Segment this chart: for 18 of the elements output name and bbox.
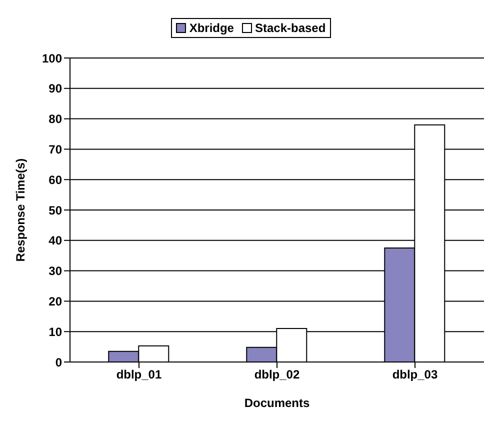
x-axis-title: Documents (244, 396, 310, 410)
x-tick-label: dblp_03 (392, 368, 438, 382)
y-tick-label: 40 (48, 234, 62, 248)
y-tick-label: 50 (48, 203, 62, 218)
legend-label: Xbridge (188, 21, 234, 35)
y-tick-label: 100 (42, 51, 62, 66)
x-tick-label: dblp_02 (254, 368, 300, 382)
y-tick-label: 20 (48, 294, 62, 308)
y-tick-label: 80 (48, 112, 62, 126)
y-tick-label: 90 (48, 82, 62, 96)
y-tick-label: 60 (48, 172, 62, 187)
y-axis-title: Response Time(s) (13, 158, 28, 262)
x-tick-label: dblp_01 (116, 368, 162, 382)
y-tick-label: 70 (48, 142, 62, 156)
y-tick-label: 10 (48, 324, 62, 339)
y-tick-label: 0 (55, 355, 62, 370)
y-tick-label: 30 (48, 264, 62, 278)
legend-label: Stack-based (254, 21, 326, 35)
